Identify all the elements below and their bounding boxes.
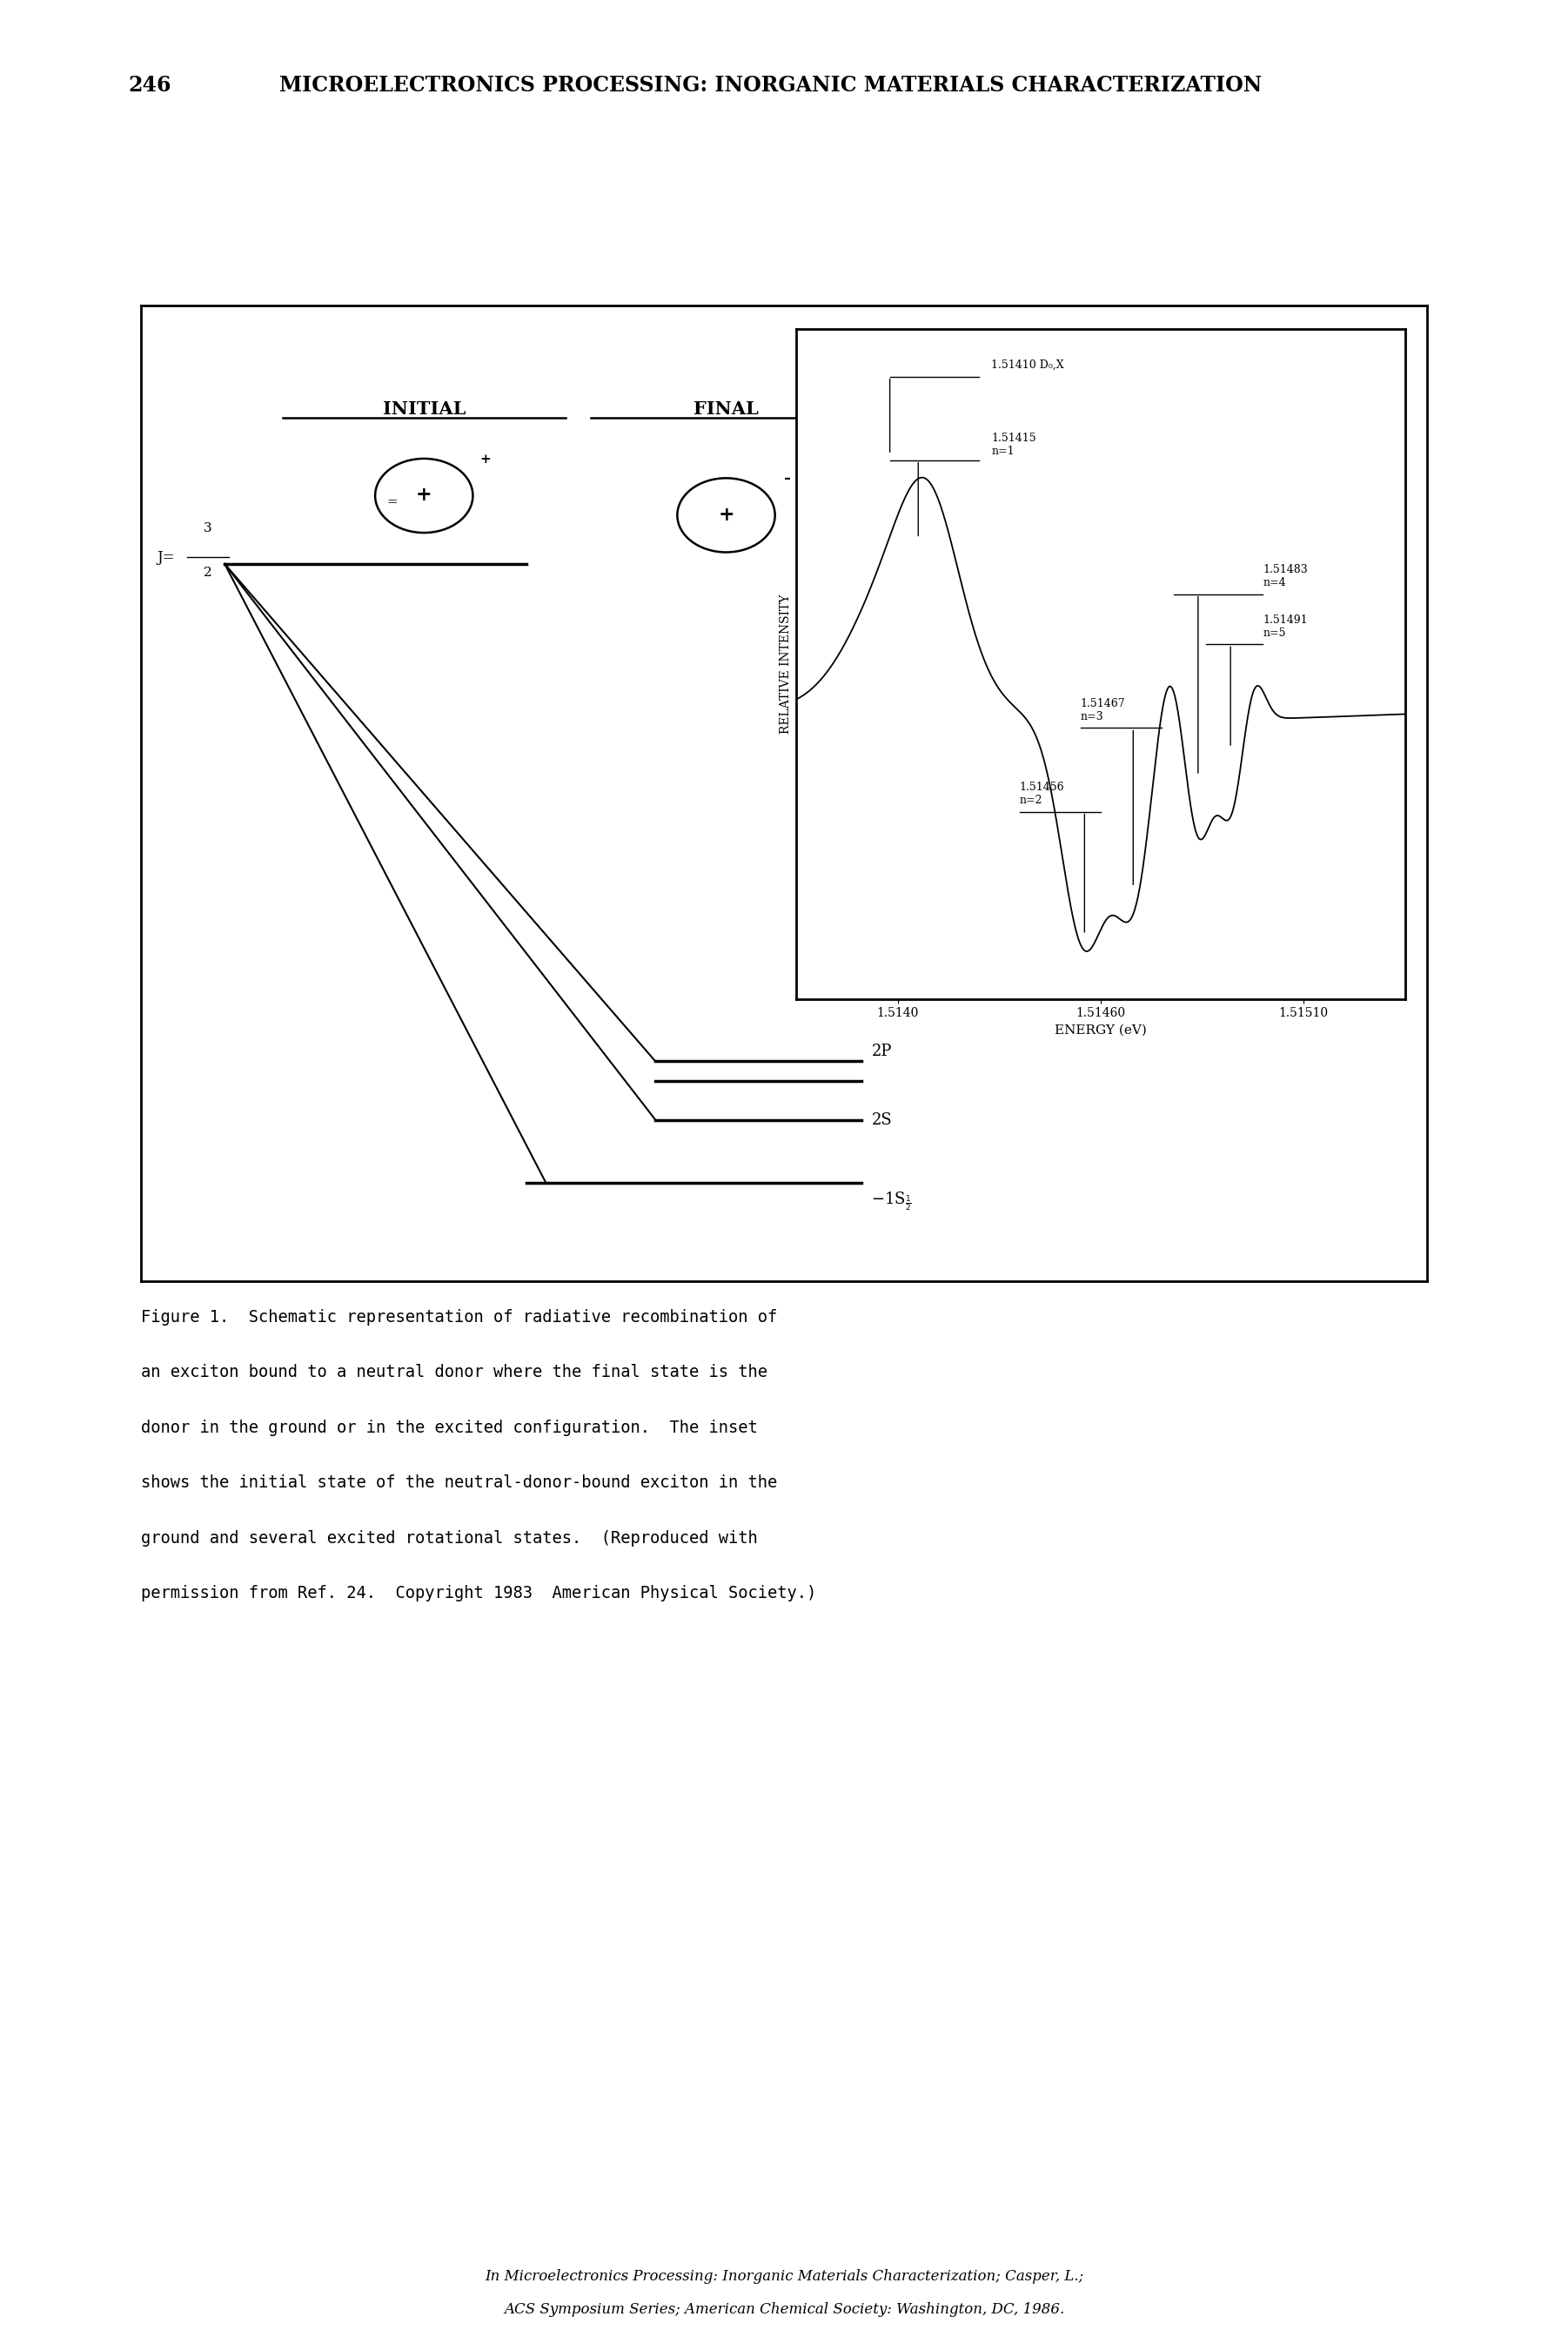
Text: permission from Ref. 24.  Copyright 1983  American Physical Society.): permission from Ref. 24. Copyright 1983 …	[141, 1584, 817, 1603]
Text: 2: 2	[204, 566, 212, 578]
Text: -: -	[784, 472, 792, 486]
Text: 1.51410 D₀,X: 1.51410 D₀,X	[991, 360, 1065, 371]
Text: 1.51483
n=4: 1.51483 n=4	[1262, 564, 1308, 588]
Text: donor in the ground or in the excited configuration.  The inset: donor in the ground or in the excited co…	[141, 1419, 757, 1436]
Text: MICROELECTRONICS PROCESSING: INORGANIC MATERIALS CHARACTERIZATION: MICROELECTRONICS PROCESSING: INORGANIC M…	[279, 75, 1262, 96]
Text: ground and several excited rotational states.  (Reproduced with: ground and several excited rotational st…	[141, 1530, 757, 1546]
Text: +: +	[480, 454, 491, 465]
Text: +: +	[718, 505, 734, 524]
Y-axis label: RELATIVE INTENSITY: RELATIVE INTENSITY	[779, 595, 792, 733]
Text: J=: J=	[157, 550, 174, 564]
Text: +: +	[416, 486, 433, 505]
Text: 2S: 2S	[872, 1112, 892, 1128]
Text: 1.51415
n=1: 1.51415 n=1	[991, 432, 1036, 458]
Text: 3: 3	[204, 522, 212, 536]
Text: an exciton bound to a neutral donor where the final state is the: an exciton bound to a neutral donor wher…	[141, 1363, 768, 1382]
Text: FINAL: FINAL	[693, 400, 759, 418]
Text: INITIAL: INITIAL	[383, 400, 466, 418]
Text: 1.51467
n=3: 1.51467 n=3	[1080, 698, 1126, 721]
Text: shows the initial state of the neutral-donor-bound exciton in the: shows the initial state of the neutral-d…	[141, 1476, 778, 1492]
Text: 1.51491
n=5: 1.51491 n=5	[1262, 613, 1308, 639]
X-axis label: ENERGY (eV): ENERGY (eV)	[1055, 1025, 1146, 1036]
Text: =: =	[386, 496, 397, 508]
Text: In Microelectronics Processing: Inorganic Materials Characterization; Casper, L.: In Microelectronics Processing: Inorgani…	[485, 2270, 1083, 2284]
Text: 1.51456
n=2: 1.51456 n=2	[1019, 783, 1065, 806]
Text: ACS Symposium Series; American Chemical Society: Washington, DC, 1986.: ACS Symposium Series; American Chemical …	[503, 2303, 1065, 2317]
Text: 246: 246	[129, 75, 171, 96]
Text: $-$1S$_{\frac{1}{2}}$: $-$1S$_{\frac{1}{2}}$	[872, 1189, 913, 1213]
Text: 2P: 2P	[872, 1043, 892, 1060]
Text: Figure 1.  Schematic representation of radiative recombination of: Figure 1. Schematic representation of ra…	[141, 1309, 778, 1325]
